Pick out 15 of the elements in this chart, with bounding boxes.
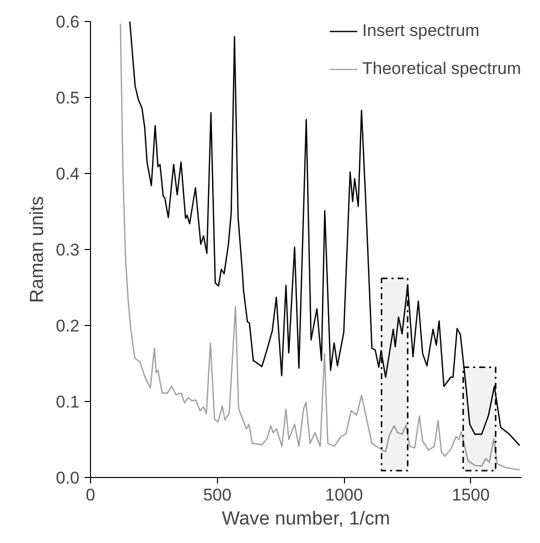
y-tick-label: 0.0 [56,468,80,488]
x-tick-label: 1500 [452,486,490,504]
x-tick-label: 500 [203,486,232,504]
x-tick-label: 0 [86,486,96,504]
legend-label: Theoretical spectrum [362,59,521,79]
x-tick-label: 1000 [325,486,363,504]
y-tick-label: 0.1 [56,392,80,412]
y-tick-label: 0.2 [56,316,80,336]
x-axis-title: Wave number, 1/cm [222,508,390,530]
y-tick-label: 0.3 [56,240,80,260]
y-axis-title: Raman units [26,196,48,303]
legend-label: Insert spectrum [362,21,480,41]
y-tick-label: 0.6 [56,12,80,32]
y-tick-label: 0.5 [56,88,80,108]
y-tick-label: 0.4 [56,164,80,184]
